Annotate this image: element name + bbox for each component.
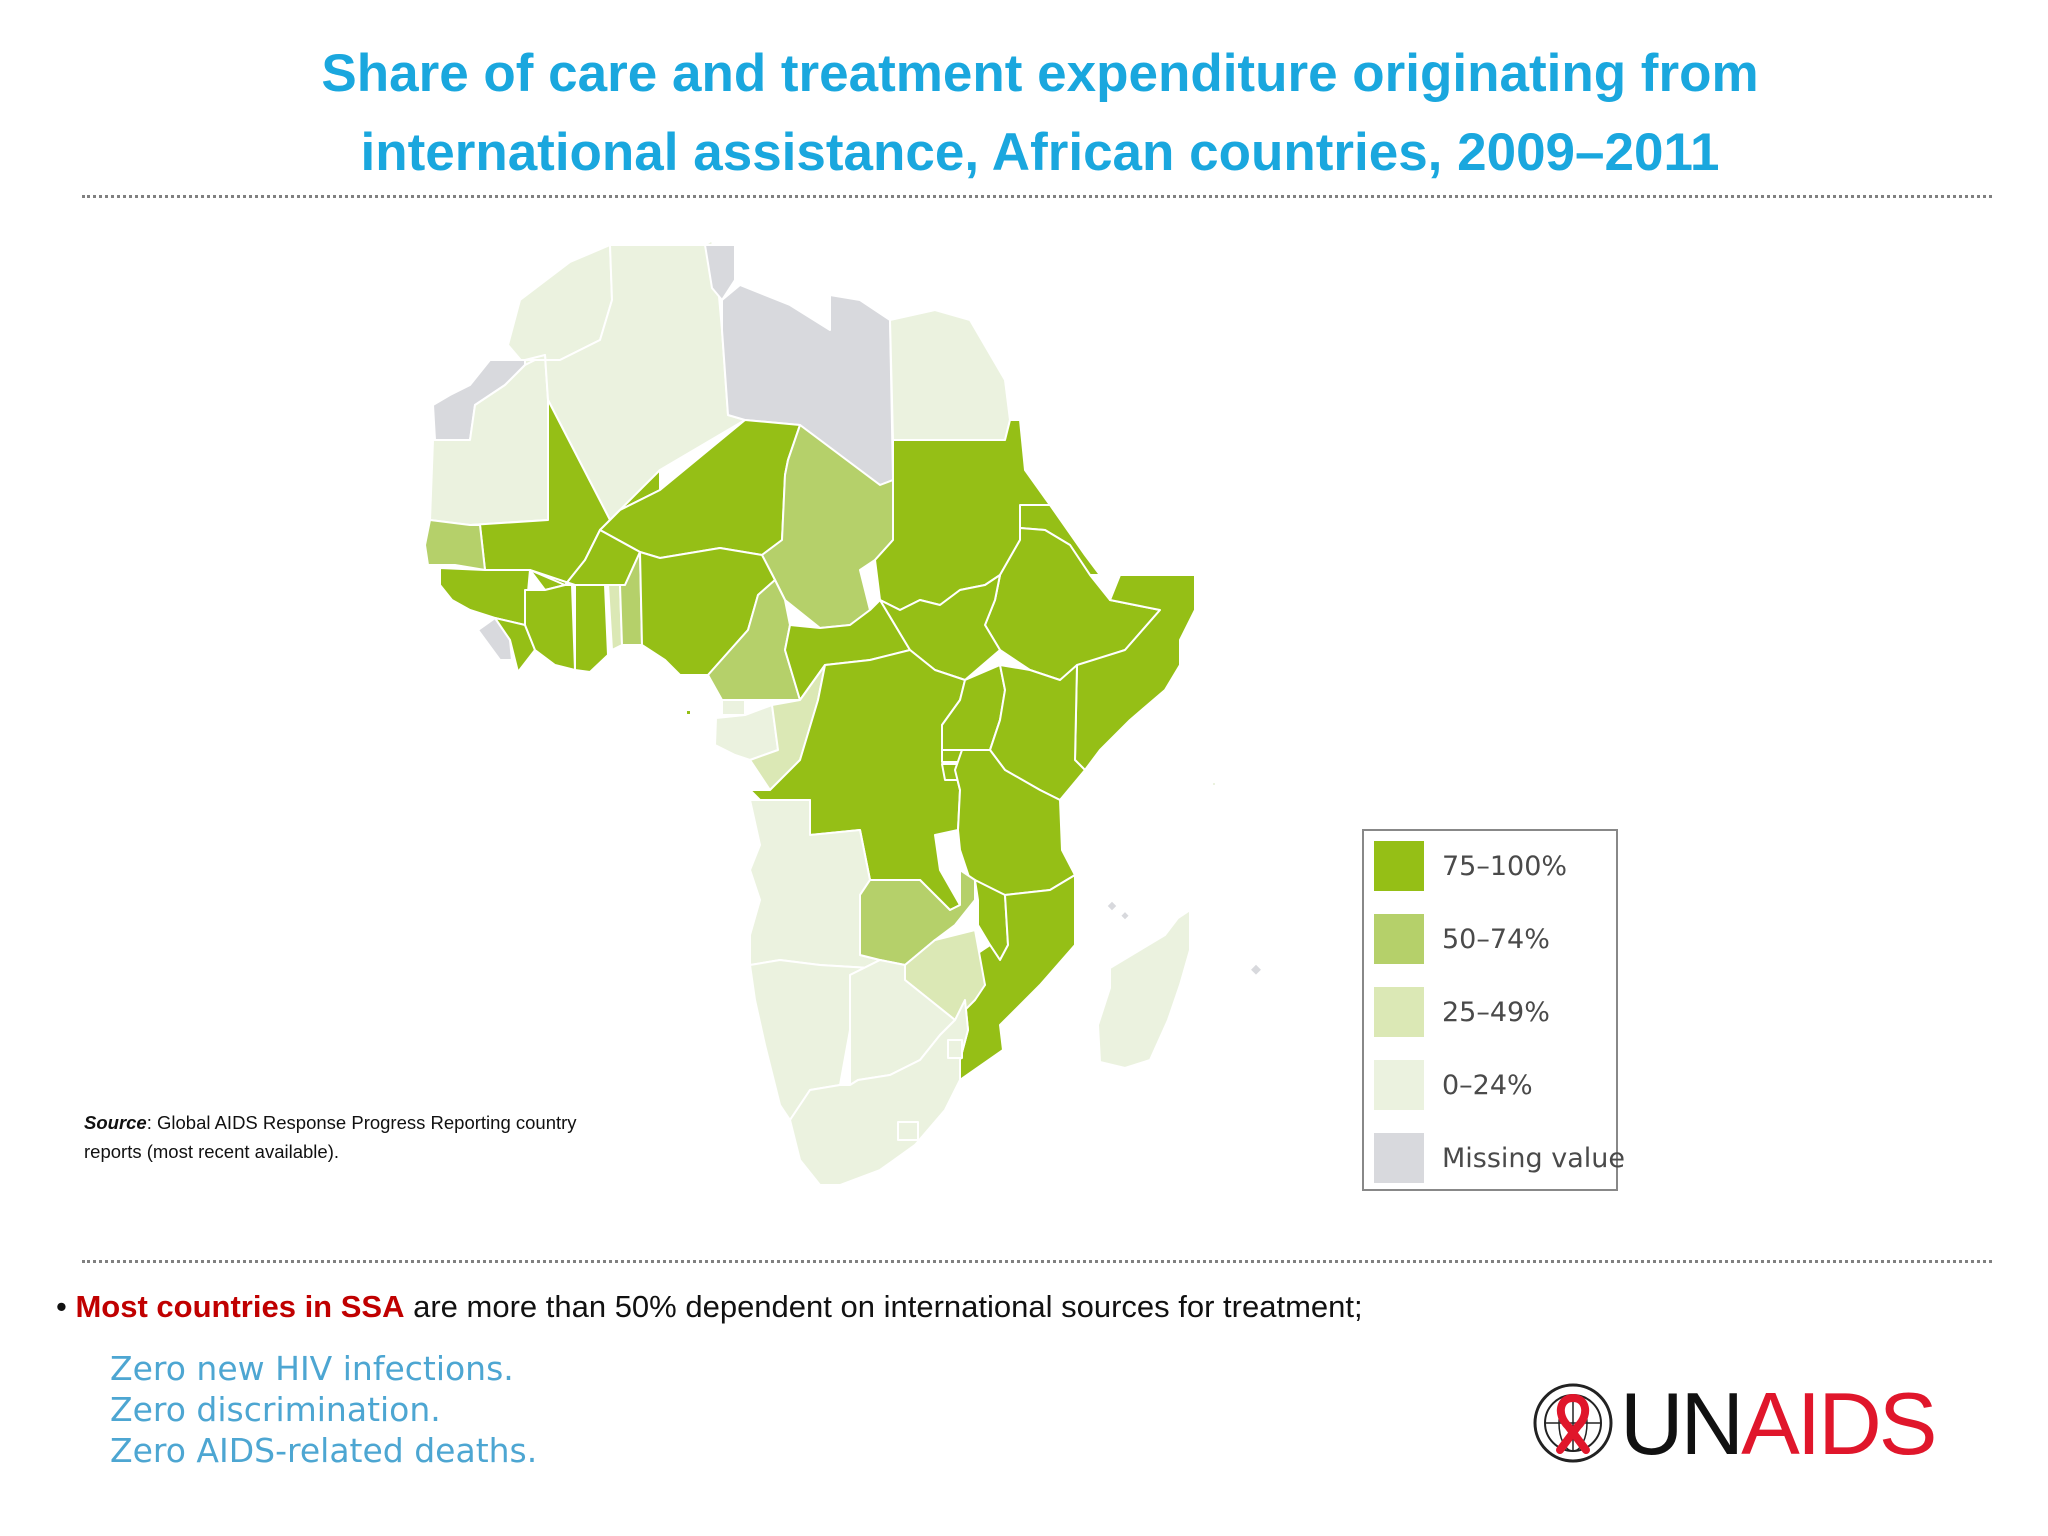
bullet-text: are more than 50% dependent on internati…: [404, 1289, 1363, 1324]
region-sao-tome: [685, 709, 692, 716]
slogan-1: Zero new HIV infections.: [110, 1349, 514, 1388]
title-line-1: Share of care and treatment expenditure …: [321, 44, 1759, 103]
region-equatorial-guinea: [721, 699, 746, 716]
region-cote-divoire: [524, 584, 576, 671]
legend-item-75-100: 75–100%: [1374, 841, 1614, 891]
legend-swatch-25-49: [1374, 987, 1424, 1037]
region-sierra-leone: [477, 617, 513, 661]
slogan-2: Zero discrimination.: [110, 1390, 441, 1429]
unaids-logo: UNAIDS: [1528, 1374, 1948, 1473]
key-finding-bullet: • Most countries in SSA are more than 50…: [56, 1289, 1363, 1325]
region-tunisia: [704, 244, 736, 301]
logo-un: UN: [1620, 1374, 1744, 1473]
region-egypt: [889, 309, 1011, 441]
top-divider: [82, 195, 1992, 198]
legend-label-50-74: 50–74%: [1442, 924, 1550, 955]
legend-item-missing: Missing value: [1374, 1133, 1625, 1183]
legend-label-missing: Missing value: [1442, 1143, 1626, 1174]
logo-wordmark: UNAIDS: [1620, 1374, 1938, 1474]
region-liberia: [494, 617, 536, 673]
region-seychelles: [1211, 781, 1217, 787]
source-label: Source: [84, 1112, 147, 1133]
region-senegal: [424, 519, 486, 571]
page-title: Share of care and treatment expenditure …: [140, 34, 1940, 192]
legend-swatch-0-24: [1374, 1060, 1424, 1110]
logo-aids: AIDS: [1741, 1374, 1937, 1473]
region-swaziland: [947, 1039, 963, 1059]
slogans: Zero new HIV infections. Zero discrimina…: [110, 1348, 537, 1471]
bullet-marker: •: [56, 1289, 67, 1324]
legend-swatch-50-74: [1374, 914, 1424, 964]
region-mauritius: [1248, 962, 1264, 978]
source-text: : Global AIDS Response Progress Reportin…: [84, 1112, 577, 1162]
legend-label-0-24: 0–24%: [1442, 1070, 1533, 1101]
bullet-highlight: Most countries in SSA: [75, 1289, 405, 1324]
un-emblem-icon: [1533, 1383, 1613, 1463]
region-lesotho: [897, 1121, 919, 1141]
region-ghana: [574, 584, 609, 673]
region-south-africa: [789, 999, 969, 1186]
source-note: Source: Global AIDS Response Progress Re…: [84, 1108, 604, 1166]
legend-item-0-24: 0–24%: [1374, 1060, 1614, 1110]
title-line-2: international assistance, African countr…: [360, 123, 1720, 182]
region-guinea: [439, 567, 531, 626]
legend-item-50-74: 50–74%: [1374, 914, 1614, 964]
legend-label-25-49: 25–49%: [1442, 997, 1550, 1028]
map-legend: 75–100% 50–74% 25–49% 0–24% Missing valu…: [1362, 829, 1625, 1191]
region-madagascar: [1097, 909, 1191, 1069]
africa-map: [424, 239, 1264, 1186]
legend-item-25-49: 25–49%: [1374, 987, 1614, 1037]
region-comoros-1: [1105, 899, 1119, 913]
bottom-divider: [82, 1260, 1992, 1263]
region-comoros-2: [1119, 909, 1131, 922]
region-zambia: [859, 869, 976, 966]
slogan-3: Zero AIDS-related deaths.: [110, 1431, 538, 1470]
legend-swatch-missing: [1374, 1133, 1424, 1183]
legend-swatch-75-100: [1374, 841, 1424, 891]
legend-label-75-100: 75–100%: [1442, 851, 1568, 882]
region-somalia: [1074, 574, 1196, 771]
